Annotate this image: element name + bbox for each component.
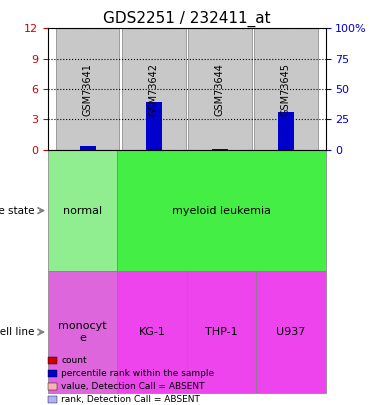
- Title: GDS2251 / 232411_at: GDS2251 / 232411_at: [103, 11, 271, 27]
- FancyBboxPatch shape: [48, 271, 118, 393]
- Bar: [80, 149, 96, 150]
- Text: GSM73644: GSM73644: [215, 63, 225, 115]
- Bar: [80, 149, 96, 150]
- Text: myeloid leukemia: myeloid leukemia: [172, 206, 271, 215]
- Text: percentile rank within the sample: percentile rank within the sample: [61, 369, 214, 378]
- FancyBboxPatch shape: [122, 28, 185, 150]
- Text: GSM73645: GSM73645: [281, 63, 291, 115]
- FancyBboxPatch shape: [118, 150, 326, 271]
- Text: value, Detection Call = ABSENT: value, Detection Call = ABSENT: [61, 382, 205, 391]
- FancyBboxPatch shape: [48, 150, 118, 271]
- Text: monocyt
e: monocyt e: [58, 321, 107, 343]
- Bar: [278, 139, 294, 150]
- Bar: [146, 144, 162, 150]
- Bar: [146, 102, 162, 150]
- Text: cell line: cell line: [0, 327, 34, 337]
- FancyBboxPatch shape: [256, 271, 326, 393]
- Text: GSM73641: GSM73641: [83, 63, 93, 115]
- Bar: [278, 145, 294, 150]
- Bar: [278, 145, 294, 150]
- FancyBboxPatch shape: [118, 271, 187, 393]
- Bar: [146, 144, 162, 150]
- Bar: [80, 148, 96, 150]
- Text: count: count: [61, 356, 87, 365]
- Bar: [212, 149, 228, 150]
- Text: disease state: disease state: [0, 206, 34, 215]
- Text: normal: normal: [63, 206, 102, 215]
- Bar: [212, 149, 228, 150]
- Bar: [80, 149, 96, 150]
- Bar: [146, 144, 162, 150]
- Bar: [80, 146, 96, 150]
- FancyBboxPatch shape: [187, 271, 256, 393]
- Text: U937: U937: [276, 327, 306, 337]
- Text: THP-1: THP-1: [205, 327, 238, 337]
- FancyBboxPatch shape: [188, 28, 252, 150]
- Bar: [278, 145, 294, 150]
- Bar: [278, 112, 294, 150]
- Text: GSM73642: GSM73642: [149, 63, 159, 115]
- FancyBboxPatch shape: [56, 28, 120, 150]
- Text: rank, Detection Call = ABSENT: rank, Detection Call = ABSENT: [61, 395, 200, 404]
- Text: KG-1: KG-1: [139, 327, 166, 337]
- FancyBboxPatch shape: [254, 28, 318, 150]
- Bar: [146, 136, 162, 150]
